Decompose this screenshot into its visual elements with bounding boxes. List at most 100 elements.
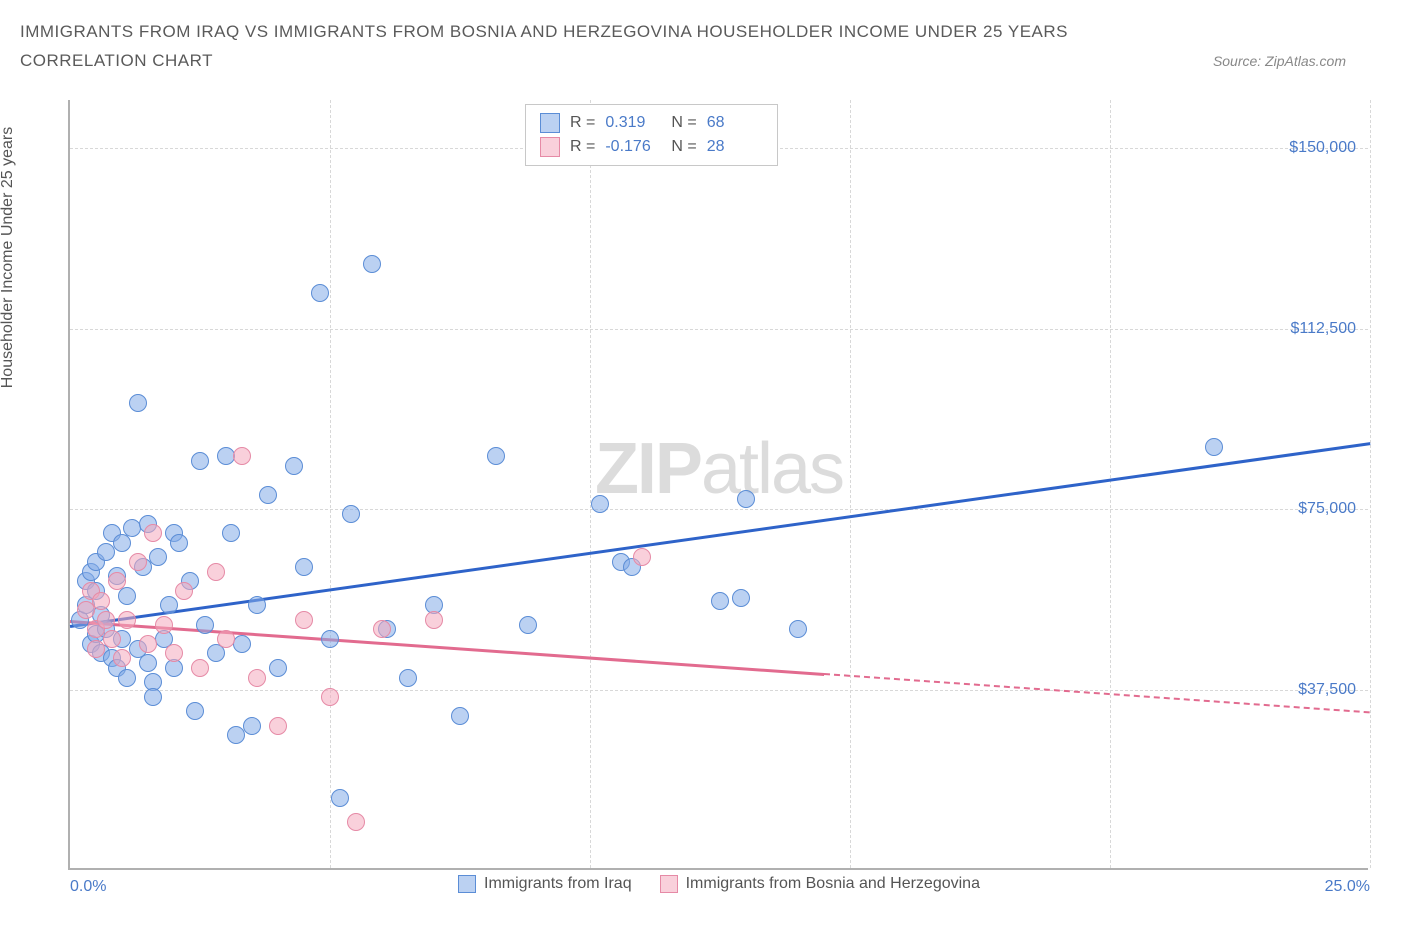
- legend-swatch: [660, 875, 678, 893]
- data-point: [633, 548, 651, 566]
- trend-line: [70, 620, 824, 676]
- y-tick-label: $150,000: [1289, 139, 1356, 157]
- data-point: [295, 558, 313, 576]
- trend-line-dashed: [824, 673, 1370, 713]
- data-point: [160, 596, 178, 614]
- gridline-vertical: [1110, 100, 1111, 868]
- chart-source: Source: ZipAtlas.com: [1213, 53, 1346, 69]
- data-point: [342, 505, 360, 523]
- bottom-legend-item: Immigrants from Iraq: [458, 875, 632, 893]
- y-tick-label: $37,500: [1298, 681, 1356, 699]
- gridline-horizontal: [70, 509, 1368, 510]
- chart-header: IMMIGRANTS FROM IRAQ VS IMMIGRANTS FROM …: [0, 0, 1406, 71]
- data-point: [175, 582, 193, 600]
- gridline-vertical: [850, 100, 851, 868]
- data-point: [243, 717, 261, 735]
- data-point: [311, 284, 329, 302]
- chart-container: Householder Income Under 25 years ZIPatl…: [20, 100, 1386, 920]
- data-point: [269, 659, 287, 677]
- data-point: [321, 688, 339, 706]
- gridline-horizontal: [70, 690, 1368, 691]
- data-point: [155, 616, 173, 634]
- data-point: [170, 534, 188, 552]
- data-point: [233, 447, 251, 465]
- data-point: [248, 596, 266, 614]
- data-point: [92, 592, 110, 610]
- watermark: ZIPatlas: [595, 428, 843, 510]
- gridline-vertical: [330, 100, 331, 868]
- legend-r-label: R =: [570, 135, 595, 159]
- data-point: [196, 616, 214, 634]
- data-point: [711, 592, 729, 610]
- gridline-vertical: [590, 100, 591, 868]
- data-point: [248, 669, 266, 687]
- data-point: [1205, 438, 1223, 456]
- data-point: [129, 394, 147, 412]
- gridline-vertical: [1370, 100, 1371, 868]
- bottom-legend-label: Immigrants from Bosnia and Herzegovina: [686, 875, 980, 893]
- chart-subtitle: CORRELATION CHART: [20, 51, 213, 71]
- data-point: [233, 635, 251, 653]
- data-point: [191, 659, 209, 677]
- data-point: [285, 457, 303, 475]
- data-point: [144, 688, 162, 706]
- legend-stats-box: R = 0.319 N = 68 R = -0.176 N = 28: [525, 104, 778, 166]
- data-point: [139, 635, 157, 653]
- y-axis-label: Householder Income Under 25 years: [0, 127, 17, 388]
- legend-r-value: 0.319: [605, 111, 661, 135]
- data-point: [227, 726, 245, 744]
- data-point: [399, 669, 417, 687]
- data-point: [487, 447, 505, 465]
- data-point: [591, 495, 609, 513]
- legend-r-label: R =: [570, 111, 595, 135]
- legend-n-value: 68: [707, 111, 763, 135]
- data-point: [118, 669, 136, 687]
- data-point: [165, 644, 183, 662]
- data-point: [97, 611, 115, 629]
- data-point: [139, 654, 157, 672]
- data-point: [451, 707, 469, 725]
- data-point: [113, 649, 131, 667]
- data-point: [347, 813, 365, 831]
- watermark-part2: atlas: [701, 429, 843, 509]
- legend-n-label: N =: [671, 135, 696, 159]
- data-point: [269, 717, 287, 735]
- data-point: [737, 490, 755, 508]
- legend-swatch: [540, 137, 560, 157]
- data-point: [191, 452, 209, 470]
- legend-stats-row: R = 0.319 N = 68: [540, 111, 763, 135]
- plot-area: ZIPatlas $37,500 $75,000 $112,500 $150,000 0…: [68, 100, 1368, 870]
- data-point: [373, 620, 391, 638]
- data-point: [222, 524, 240, 542]
- data-point: [144, 524, 162, 542]
- watermark-part1: ZIP: [595, 429, 701, 509]
- data-point: [363, 255, 381, 273]
- chart-title: IMMIGRANTS FROM IRAQ VS IMMIGRANTS FROM …: [20, 18, 1386, 45]
- data-point: [425, 611, 443, 629]
- data-point: [108, 572, 126, 590]
- y-tick-label: $112,500: [1290, 320, 1356, 338]
- legend-stats-row: R = -0.176 N = 28: [540, 135, 763, 159]
- legend-swatch: [540, 113, 560, 133]
- legend-n-value: 28: [707, 135, 763, 159]
- legend-r-value: -0.176: [605, 135, 661, 159]
- data-point: [295, 611, 313, 629]
- data-point: [186, 702, 204, 720]
- data-point: [321, 630, 339, 648]
- data-point: [103, 630, 121, 648]
- data-point: [732, 589, 750, 607]
- y-tick-label: $75,000: [1298, 500, 1356, 518]
- data-point: [789, 620, 807, 638]
- data-point: [217, 630, 235, 648]
- data-point: [207, 563, 225, 581]
- legend-n-label: N =: [671, 111, 696, 135]
- data-point: [118, 587, 136, 605]
- bottom-legend-label: Immigrants from Iraq: [484, 875, 632, 893]
- data-point: [129, 553, 147, 571]
- legend-swatch: [458, 875, 476, 893]
- data-point: [259, 486, 277, 504]
- bottom-legend-item: Immigrants from Bosnia and Herzegovina: [660, 875, 980, 893]
- data-point: [118, 611, 136, 629]
- data-point: [519, 616, 537, 634]
- subtitle-row: CORRELATION CHART Source: ZipAtlas.com: [20, 51, 1386, 71]
